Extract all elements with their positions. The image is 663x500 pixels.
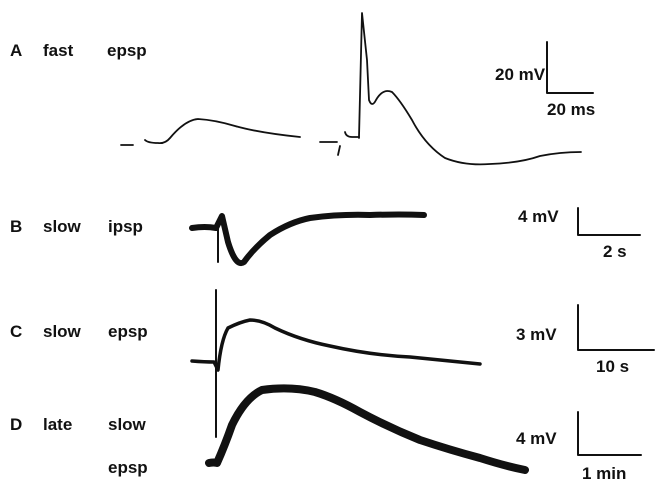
panel-c-trace: [190, 289, 482, 438]
panel-a-trace: [120, 12, 582, 166]
panel-d-label-word: slow: [108, 415, 146, 434]
panel-a-label-word: fast: [43, 41, 74, 60]
panel-c-scale-bar: [577, 304, 655, 351]
panel-c-scale-h: 10 s: [596, 357, 630, 376]
panel-b-label-word: ipsp: [108, 217, 143, 236]
panel-b-scale-v: 4 mV: [518, 207, 559, 226]
panel-b-scale-bar: [577, 207, 641, 236]
panel-d-trace: [205, 384, 529, 474]
panel-c-scale-v: 3 mV: [516, 325, 557, 344]
panel-d-label-word: late: [43, 415, 73, 434]
panel-c-label-word: epsp: [108, 322, 148, 341]
panel-b-scale-h: 2 s: [603, 242, 627, 261]
panel-a-scale-h: 20 ms: [547, 100, 596, 119]
panel-d-scale-h: 1 min: [582, 464, 627, 483]
panel-a-scale-v: 20 mV: [495, 65, 546, 84]
panel-a-scale-bar: [546, 41, 594, 94]
panel-d-scale-bar: [577, 411, 642, 456]
panel-a-label-word: epsp: [107, 41, 147, 60]
panel-d-label-word: epsp: [108, 458, 148, 477]
panel-b-letter: B: [10, 217, 23, 236]
panel-c-label-word: slow: [43, 322, 81, 341]
panel-a-letter: A: [10, 41, 23, 60]
panel-d-scale-v: 4 mV: [516, 429, 557, 448]
panel-c-letter: C: [10, 322, 23, 341]
panel-b-trace: [189, 211, 427, 266]
panel-d-letter: D: [10, 415, 23, 434]
panel-b-label-word: slow: [43, 217, 81, 236]
